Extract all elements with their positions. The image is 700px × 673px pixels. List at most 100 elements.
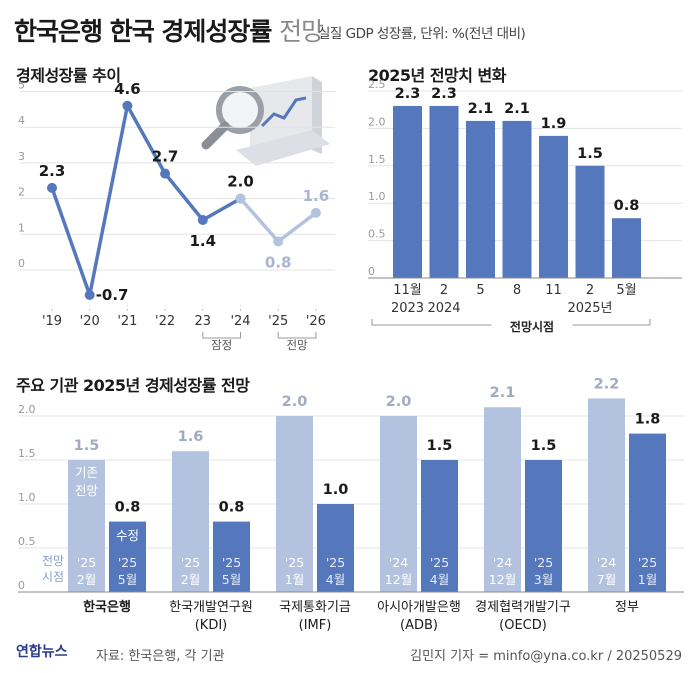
y-tick-label: 0 — [18, 579, 25, 592]
bar — [466, 120, 495, 278]
data-point — [47, 182, 57, 193]
bar — [502, 120, 532, 278]
y-tick-label: 2.0 — [368, 115, 386, 128]
data-label: 1.5 — [427, 438, 453, 454]
data-label: 2.1 — [490, 385, 516, 401]
y-tick-label: 0.5 — [368, 228, 386, 241]
bar-date-label: 12월 — [385, 572, 412, 587]
bar — [612, 218, 641, 278]
bar — [429, 105, 459, 279]
x-category-label: 한국은행 — [83, 599, 131, 615]
bar-date-label: '25 — [181, 555, 200, 570]
bar-date-label: 2월 — [181, 572, 200, 587]
title-bold: 한국은행 한국 경제성장률 — [14, 17, 272, 46]
series-inline-label: 전망 — [75, 483, 99, 498]
data-label: 2.0 — [227, 173, 254, 191]
bar — [575, 165, 605, 278]
bracket-label-bg — [491, 318, 573, 336]
x-tick-label: 2 — [586, 283, 594, 298]
magnifier-illustration-icon — [201, 76, 330, 166]
bar — [380, 416, 417, 592]
data-label: 0.8 — [115, 500, 141, 516]
x-tick-label: '19 — [42, 314, 62, 329]
data-point — [122, 100, 133, 111]
x-tick-label: '22 — [155, 314, 175, 329]
bar-date-label: 12월 — [489, 572, 516, 587]
series-inline-label: 기존 — [75, 465, 98, 480]
x-tick-label: 2023 — [391, 301, 424, 316]
bar — [172, 451, 209, 592]
data-label: 4.6 — [114, 80, 141, 98]
unit-note: 실질 GDP 성장률, 단위: %(전년 대비) — [318, 26, 526, 42]
source-note: 자료: 한국은행, 각 기관 — [96, 649, 225, 664]
x-tick-label: '25 — [268, 314, 288, 329]
data-label: 2.2 — [594, 376, 620, 392]
x-category-label: (IMF) — [299, 618, 332, 633]
bar-date-label: '25 — [326, 555, 345, 570]
data-point — [197, 215, 208, 226]
y-tick-label: 2.0 — [18, 403, 36, 416]
y-tick-label: 2.5 — [368, 78, 386, 91]
x-tick-label: 8 — [513, 283, 521, 298]
x-category-label: (OECD) — [499, 618, 547, 633]
x-category-label: (KDI) — [195, 618, 228, 633]
yonhap-logo: 연합뉴스 — [16, 644, 68, 660]
x-tick-label: 5월 — [616, 283, 636, 298]
forecast-bar-chart: 2.5 2.0 1.5 1.0 0.5 0 2.3 11월 2023 2.3 2 2024 2.1 5 2.… — [368, 78, 682, 336]
data-label: 2.3 — [395, 86, 421, 102]
data-label: 0.8 — [614, 198, 640, 214]
bar-date-label: 1월 — [285, 572, 304, 587]
x-category-label: 아시아개발은행 — [377, 599, 461, 615]
data-label: 2.3 — [431, 86, 457, 102]
data-label: 0.8 — [265, 253, 292, 271]
bar-date-label: 7월 — [597, 572, 616, 587]
bracket-label: 전망 — [286, 338, 308, 352]
y-tick-label: 5 — [18, 79, 25, 92]
bar — [629, 433, 666, 592]
bracket-label: 잠정 — [211, 338, 232, 352]
x-tick-label: 11월 — [393, 283, 422, 298]
x-tick-label: '20 — [80, 314, 100, 329]
y-tick-label: 3 — [18, 150, 25, 163]
data-label: 1.6 — [178, 429, 204, 445]
x-tick-label: 2024 — [427, 301, 460, 316]
x-category-label: 국제통화기금 — [279, 600, 351, 615]
bar-date-label: '24 — [389, 555, 408, 570]
x-tick-label: 5 — [476, 283, 484, 298]
bar — [68, 460, 105, 592]
page-title: 한국은행 한국 경제성장률 전망 — [14, 12, 324, 48]
data-label: 2.0 — [282, 394, 308, 410]
y-tick-label: 2 — [18, 186, 25, 199]
bar-date-label: 5월 — [118, 572, 137, 587]
y-tick-label: 0.5 — [18, 535, 36, 548]
y-tick-label: 4 — [18, 114, 25, 127]
x-category-label: 한국개발연구원 — [169, 600, 253, 615]
bar — [421, 460, 458, 592]
x-category-label: (ADB) — [400, 618, 438, 633]
bracket — [277, 332, 317, 339]
bar — [276, 416, 313, 592]
bar-date-label: 4월 — [326, 572, 345, 587]
x-tick-label: '26 — [306, 314, 326, 329]
bar — [393, 105, 422, 279]
data-label: 1.5 — [74, 438, 100, 454]
y-tick-label: 1.0 — [18, 491, 36, 504]
bar — [525, 460, 562, 592]
bar — [484, 407, 521, 592]
data-label: 1.4 — [190, 232, 217, 250]
bar — [588, 398, 625, 592]
bar-date-label: '24 — [597, 555, 616, 570]
x-category-label: 정부 — [615, 600, 639, 615]
bar-date-label: '25 — [222, 555, 241, 570]
y-tick-label: 0 — [368, 265, 375, 278]
data-point — [160, 168, 171, 179]
x-tick-label: '21 — [117, 314, 137, 329]
bar-date-label: 1월 — [638, 572, 657, 587]
y-tick-label: 1.0 — [368, 190, 386, 203]
bar-date-label: '24 — [493, 555, 512, 570]
data-label: -0.7 — [96, 286, 129, 304]
y-tick-label: 0 — [18, 257, 25, 270]
bar-date-label: '25 — [638, 555, 657, 570]
